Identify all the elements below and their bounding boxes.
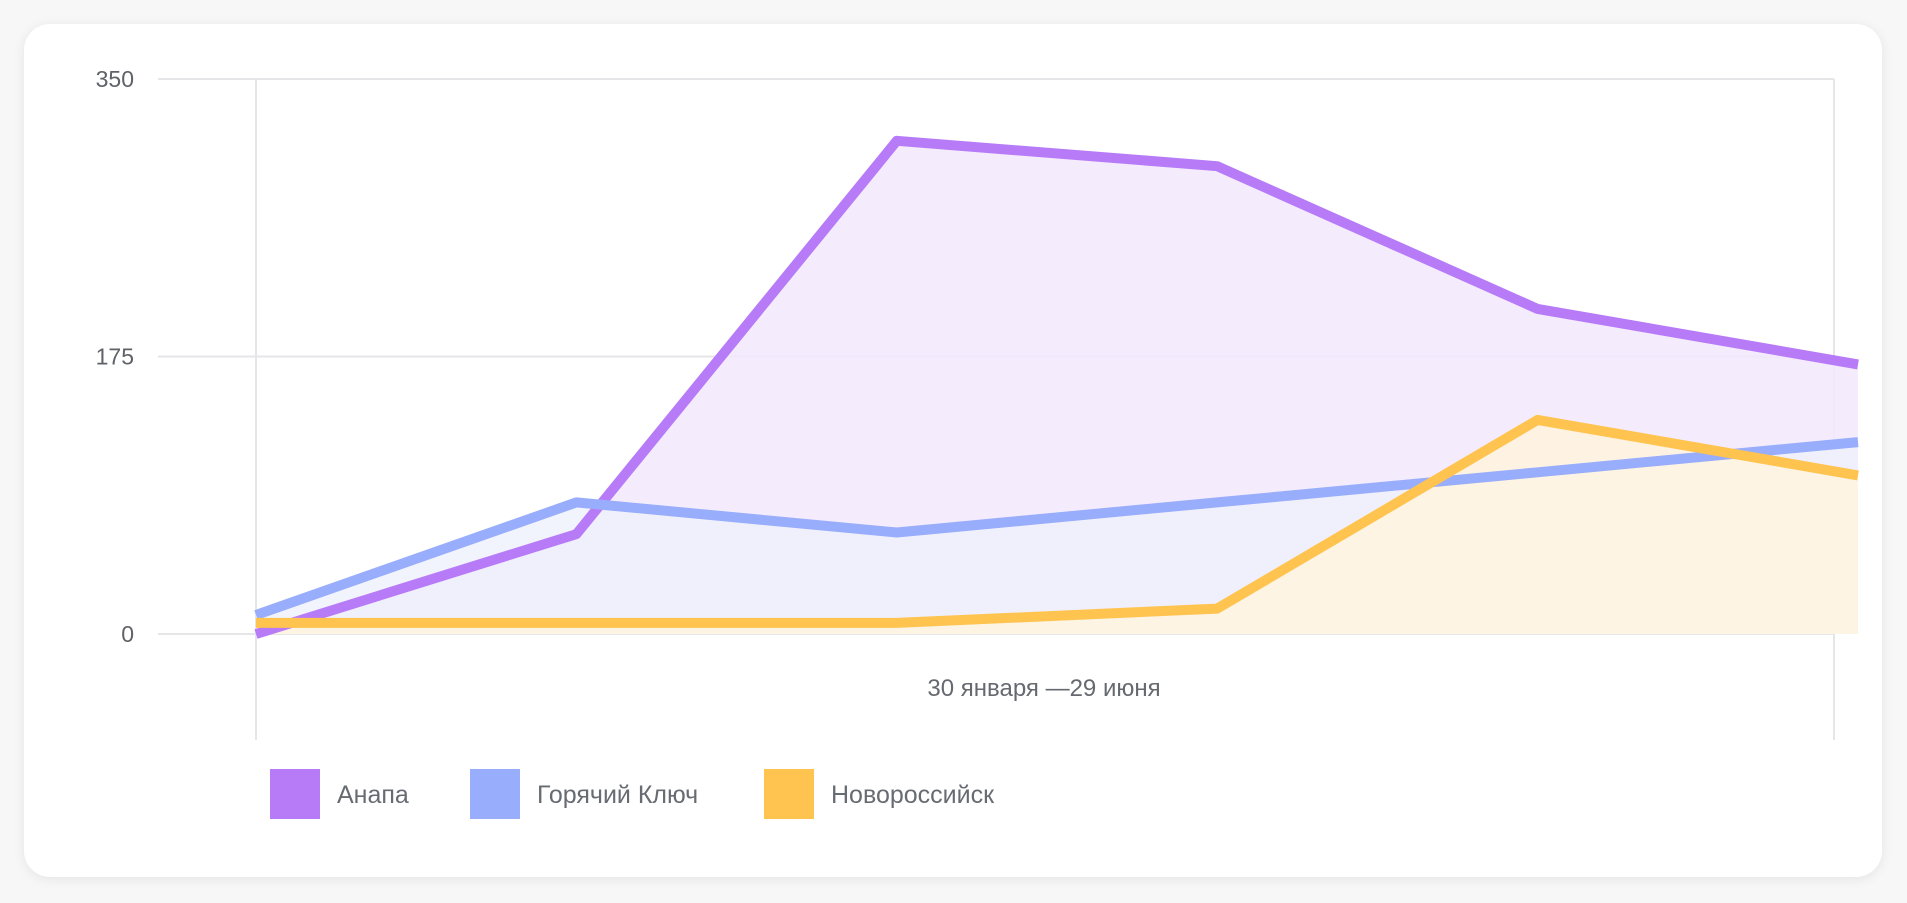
legend-swatch [270,769,320,819]
y-tick-label: 350 [96,66,134,92]
series-line-anapa [254,135,1859,639]
area-chart: 0 175 350 30 января —29 июня Анапа Горячий … [96,66,1859,819]
legend-item-goryachy: Горячий Ключ [470,769,698,819]
legend-swatch [764,769,814,819]
chart-card: 0 175 350 30 января —29 июня Анапа Горячий … [24,24,1882,877]
legend-item-novoross: Новороссийск [764,769,995,819]
y-axis-ticks: 0 175 350 [96,66,134,647]
series-lines [254,135,1859,639]
y-tick-label: 175 [96,344,134,370]
series-line-goryachy [254,437,1859,620]
x-axis-label: 30 января —29 июня [927,675,1160,702]
y-tick-label: 0 [121,621,134,647]
legend-label: Горячий Ключ [537,781,698,809]
legend-swatch [470,769,520,819]
area-fill-novoross [256,419,1858,634]
legend-label: Новороссийск [831,781,995,809]
legend-label: Анапа [337,781,409,809]
series-line-novoross [256,414,1859,628]
legend: Анапа Горячий Ключ Новороссийск [270,769,995,819]
legend-item-anapa: Анапа [270,769,409,819]
